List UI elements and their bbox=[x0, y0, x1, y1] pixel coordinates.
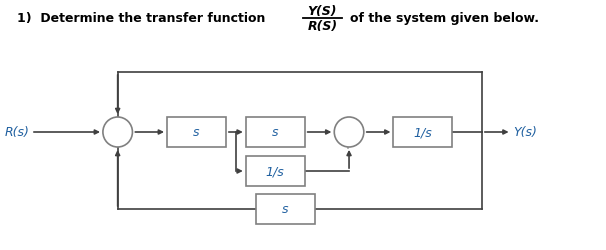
Text: s: s bbox=[272, 126, 278, 139]
Circle shape bbox=[103, 118, 133, 148]
Text: R(S): R(S) bbox=[307, 20, 338, 33]
Text: 1/s: 1/s bbox=[413, 126, 432, 139]
Text: +: + bbox=[102, 132, 110, 141]
Text: Y(S): Y(S) bbox=[308, 5, 337, 18]
Text: 1/s: 1/s bbox=[266, 165, 285, 178]
Text: s: s bbox=[193, 126, 200, 139]
Text: −: − bbox=[112, 116, 120, 126]
Text: 1)  Determine the transfer function: 1) Determine the transfer function bbox=[17, 12, 265, 25]
Bar bbox=[393, 118, 453, 148]
Circle shape bbox=[335, 118, 364, 148]
Bar bbox=[256, 194, 315, 224]
Text: R(s): R(s) bbox=[4, 126, 29, 139]
Text: +: + bbox=[333, 124, 341, 134]
Text: of the system given below.: of the system given below. bbox=[350, 12, 539, 25]
Text: +: + bbox=[343, 140, 351, 150]
Bar bbox=[167, 118, 226, 148]
Text: −: − bbox=[112, 140, 120, 150]
Bar bbox=[245, 156, 305, 186]
Text: s: s bbox=[282, 203, 288, 216]
Bar bbox=[245, 118, 305, 148]
Text: Y(s): Y(s) bbox=[513, 126, 538, 139]
